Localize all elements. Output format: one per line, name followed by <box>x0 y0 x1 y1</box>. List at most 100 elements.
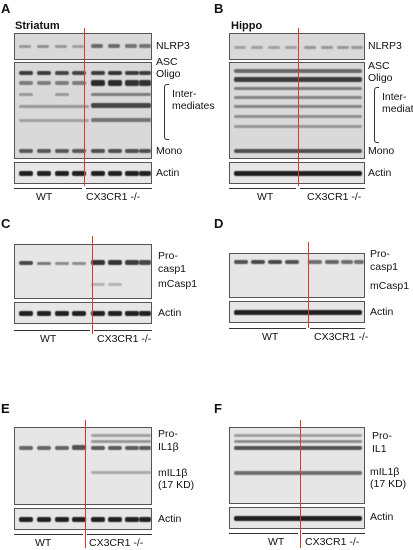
panel-letter-f: F <box>214 401 222 416</box>
band <box>108 283 122 286</box>
group-line-c-ko <box>94 330 152 331</box>
blot-f-il1b <box>229 427 365 504</box>
group-label-a-ko: CX3CR1 -/- <box>86 191 141 203</box>
band <box>37 171 51 176</box>
band <box>285 46 297 49</box>
label-b-actin: Actin <box>368 167 392 179</box>
band <box>55 262 69 265</box>
label-b-nlrp3: NLRP3 <box>368 40 402 52</box>
band <box>268 46 280 49</box>
band <box>19 311 33 316</box>
band <box>354 260 364 264</box>
band <box>37 446 51 450</box>
brace-a <box>164 84 169 140</box>
label-b-intermediates: Inter- mediates <box>382 91 413 115</box>
band <box>108 44 120 48</box>
group-line-e-wt <box>14 534 83 535</box>
group-label-f-ko: CX3CR1 -/- <box>305 536 360 548</box>
band <box>91 44 103 48</box>
band <box>55 149 69 153</box>
band <box>19 105 89 108</box>
group-line-f-ko <box>302 533 365 534</box>
band <box>234 446 362 450</box>
band <box>72 517 86 522</box>
blot-d-casp1 <box>229 253 365 298</box>
panel-letter-a: A <box>1 1 11 16</box>
band <box>72 149 86 153</box>
label-b-oligo: Oligo <box>368 72 393 84</box>
band <box>125 44 137 48</box>
band <box>139 260 151 265</box>
group-line-d-wt <box>229 328 306 329</box>
band <box>37 45 49 48</box>
band <box>55 446 69 450</box>
band <box>125 260 139 265</box>
band <box>139 517 151 522</box>
band <box>37 149 51 153</box>
group-line-d-ko <box>310 328 365 329</box>
panel-letter-b: B <box>214 1 224 16</box>
label-f-pro-il1: Pro- IL1 <box>372 430 392 455</box>
band <box>268 260 282 264</box>
group-line-e-ko <box>87 534 152 535</box>
band <box>108 171 122 176</box>
band <box>234 260 248 264</box>
blot-e-il1b <box>14 427 152 505</box>
group-line-a-wt <box>14 188 82 189</box>
band <box>308 260 322 264</box>
band <box>91 93 151 96</box>
band <box>234 516 362 521</box>
band <box>251 260 265 264</box>
group-label-b-wt: WT <box>257 191 274 203</box>
band <box>72 262 86 265</box>
group-label-d-ko: CX3CR1 -/- <box>314 331 369 343</box>
divider-line-c <box>92 236 94 334</box>
blot-e-actin <box>14 508 152 530</box>
band <box>37 311 51 316</box>
band <box>19 71 33 75</box>
group-label-b-ko: CX3CR1 -/- <box>307 191 362 203</box>
band <box>72 311 86 316</box>
band <box>108 446 122 450</box>
label-d-actin: Actin <box>370 306 394 318</box>
band <box>108 149 122 153</box>
band <box>72 45 84 48</box>
band <box>251 46 263 49</box>
band <box>321 46 333 49</box>
band <box>234 471 362 475</box>
band <box>108 517 122 522</box>
label-a-asc: ASC <box>156 56 178 68</box>
band <box>37 71 51 75</box>
label-a-mono: Mono <box>156 145 183 157</box>
panel-letter-d: D <box>214 216 224 231</box>
divider-line-a <box>84 28 86 186</box>
band <box>325 260 339 264</box>
band <box>19 119 89 122</box>
band <box>19 261 33 265</box>
band <box>91 71 105 75</box>
band <box>37 81 51 85</box>
label-a-actin: Actin <box>156 167 180 179</box>
band <box>55 81 69 85</box>
label-c-actin: Actin <box>158 307 182 319</box>
band <box>139 171 151 176</box>
band <box>55 171 69 176</box>
band <box>234 440 362 443</box>
label-d-pro-casp1: Pro- casp1 <box>370 248 399 273</box>
band <box>125 80 139 86</box>
blot-a-asc <box>14 62 152 159</box>
band <box>139 44 151 48</box>
band <box>125 311 139 316</box>
band <box>91 446 105 450</box>
band <box>108 80 122 86</box>
band <box>19 446 33 450</box>
band <box>91 311 105 316</box>
band <box>139 446 151 450</box>
band <box>55 517 69 522</box>
band <box>37 262 51 265</box>
group-line-c-wt <box>14 330 90 331</box>
band <box>139 149 151 153</box>
blot-a-actin <box>14 162 152 184</box>
band <box>91 103 151 108</box>
divider-line-f <box>300 420 302 548</box>
